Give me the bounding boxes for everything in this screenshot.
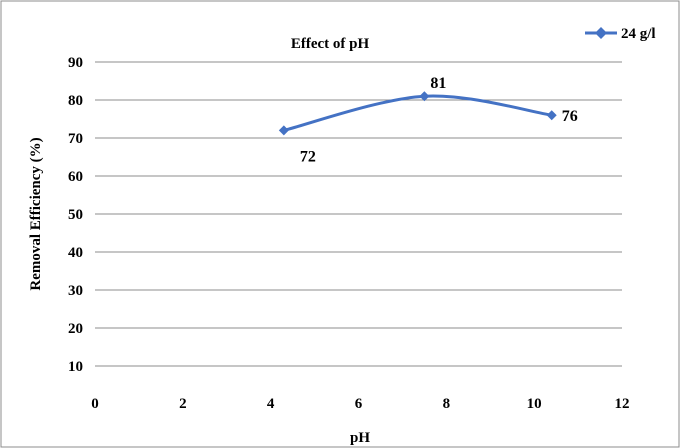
- y-tick-label: 50: [68, 207, 83, 223]
- data-point-marker: [278, 125, 289, 136]
- data-label: 81: [430, 75, 446, 92]
- chart-title: Effect of pH: [291, 36, 370, 52]
- grid-layer: [95, 61, 622, 367]
- legend-label: 24 g/l: [621, 26, 656, 42]
- x-tick-label: 6: [355, 396, 363, 412]
- y-tick-label: 70: [68, 131, 83, 147]
- y-tick-label: 60: [68, 169, 83, 185]
- data-label: 72: [300, 148, 316, 165]
- x-tick-label: 4: [267, 396, 275, 412]
- y-tick-label: 10: [68, 359, 83, 375]
- y-axis-label: Removal Efficiency (%): [28, 137, 44, 290]
- y-tick-label: 40: [68, 245, 83, 261]
- series-layer: [278, 91, 557, 136]
- y-tick-label: 30: [68, 283, 83, 299]
- legend: 24 g/l: [585, 26, 656, 42]
- y-tick-label: 20: [68, 321, 83, 337]
- x-tick-label: 10: [527, 396, 542, 412]
- data-point-marker: [419, 91, 430, 102]
- x-axis-label: pH: [350, 430, 370, 446]
- x-tick-label: 0: [91, 396, 99, 412]
- x-tick-label: 8: [443, 396, 451, 412]
- label-layer: 72 81 76: [300, 75, 578, 165]
- y-tick-label: 90: [68, 55, 83, 71]
- x-tick-label: 12: [615, 396, 630, 412]
- legend-diamond-icon: [595, 27, 607, 39]
- data-label: 76: [562, 108, 578, 125]
- x-tick-label: 2: [179, 396, 187, 412]
- axis-layer: 10 20 30 40 50 60 70 80 90 0 2 4 6 8 10 12: [68, 55, 630, 412]
- data-point-marker: [546, 110, 557, 121]
- y-tick-label: 80: [68, 93, 83, 109]
